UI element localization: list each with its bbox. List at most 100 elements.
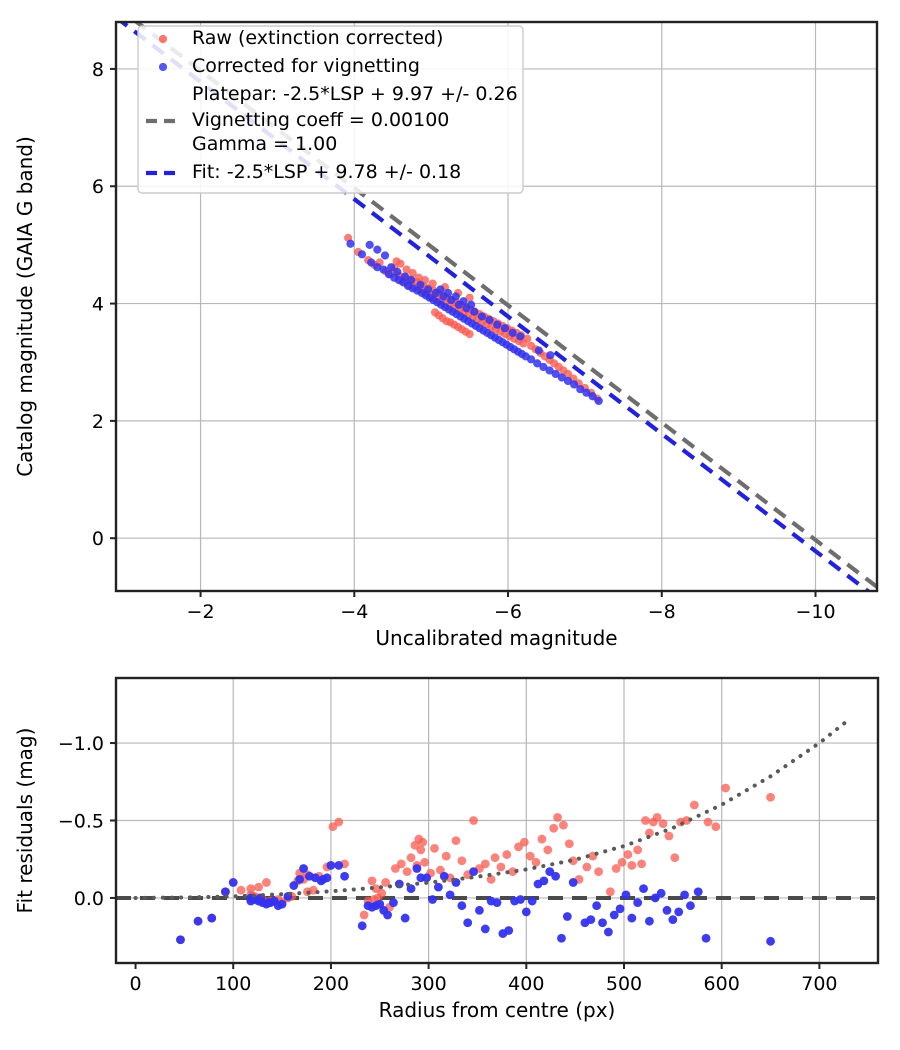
data-point (295, 874, 305, 884)
y-tick-label: 0.0 (74, 888, 104, 910)
data-point (391, 864, 400, 873)
x-tick-label: −6 (494, 601, 522, 623)
x-tick-label: 300 (410, 973, 446, 995)
data-point (480, 859, 490, 869)
data-point (367, 876, 377, 886)
data-point (383, 910, 392, 920)
panel-photometry: −2 −4 −6 −8 −10 0 2 4 6 8 Uncalibrated magnitude Ca… (13, 20, 879, 650)
data-point (686, 901, 695, 911)
panel-residuals: 0 100 200 300 400 500 600 700 0.0 −0.5 −1.0 Radius … (13, 676, 880, 1022)
data-point (465, 293, 474, 302)
legend-item-4: Gamma = 1.00 (192, 133, 337, 155)
data-point (605, 887, 615, 897)
data-point (588, 392, 597, 401)
data-point (633, 845, 643, 855)
data-point (594, 867, 603, 877)
y-tick-label: 6 (92, 176, 104, 198)
data-point (418, 837, 428, 847)
data-point (559, 820, 568, 830)
data-point (490, 853, 500, 863)
data-point (637, 859, 646, 869)
data-point (328, 822, 338, 832)
data-point (514, 842, 523, 852)
data-point (674, 907, 684, 917)
data-point (650, 893, 660, 903)
data-point (465, 329, 474, 339)
data-point (521, 907, 531, 917)
data-point (668, 915, 678, 925)
data-point (652, 813, 662, 822)
data-point (545, 366, 554, 375)
data-point (457, 901, 467, 911)
data-point (359, 910, 369, 920)
data-point (693, 887, 703, 897)
data-point (430, 843, 439, 853)
data-point (264, 898, 273, 907)
data-point (533, 359, 542, 368)
legend-item-5: Fit: -2.5*LSP + 9.78 +/- 0.18 (146, 161, 461, 183)
x-tick-label: −2 (187, 601, 215, 623)
data-point (641, 816, 650, 825)
data-point (568, 856, 578, 866)
data-point (603, 927, 613, 937)
data-point (543, 845, 553, 855)
data-point (254, 882, 264, 892)
data-point (396, 859, 406, 869)
bottom-panel-content (116, 717, 878, 946)
x-axis-label: Uncalibrated magnitude (375, 626, 617, 650)
data-point (387, 263, 396, 272)
data-point (568, 878, 578, 887)
x-tick-label: 700 (801, 973, 837, 995)
data-point (451, 292, 460, 301)
data-point (207, 913, 217, 923)
data-point (553, 813, 562, 822)
data-point (428, 895, 437, 904)
data-point (689, 800, 699, 810)
data-point (371, 884, 381, 894)
legend-marker-dot (158, 62, 168, 72)
data-point (486, 874, 496, 884)
data-point (766, 936, 775, 946)
y-tick-label: 0 (92, 528, 104, 550)
data-point (525, 851, 535, 861)
data-point (176, 935, 185, 945)
data-point (469, 816, 478, 825)
data-point (627, 861, 637, 870)
data-point (492, 898, 502, 907)
y-tick-label: −0.5 (58, 811, 104, 833)
data-point (357, 921, 367, 931)
data-point (586, 915, 596, 925)
data-point (441, 851, 451, 861)
data-point (508, 328, 517, 337)
data-point (422, 873, 432, 883)
data-point (662, 905, 672, 915)
residual-series-corrected (176, 861, 775, 946)
data-point (262, 878, 271, 887)
x-tick-label: 200 (313, 973, 349, 995)
data-point (534, 346, 543, 355)
x-tick-label: 600 (704, 973, 740, 995)
data-point (277, 899, 287, 909)
legend-item-3: Vignetting coeff = 0.00100 (146, 109, 449, 131)
data-point (433, 882, 443, 892)
data-point (470, 307, 479, 316)
data-point (193, 916, 203, 926)
data-point (373, 245, 382, 254)
legend-marker-dot (158, 34, 168, 44)
y-tick-label: −1.0 (58, 733, 104, 755)
vignetting-model-curve (133, 717, 851, 900)
data-point (246, 896, 256, 906)
data-point (381, 878, 391, 887)
data-point (557, 933, 566, 943)
y-tick-label: 2 (92, 411, 104, 433)
legend-item-0: Raw (extinction corrected) (158, 27, 443, 49)
data-point (406, 853, 416, 863)
data-point (246, 884, 256, 894)
data-point (563, 376, 573, 386)
data-point (334, 817, 344, 827)
data-point (493, 320, 502, 329)
data-point (701, 933, 711, 943)
data-point (326, 861, 336, 870)
data-point (502, 850, 512, 859)
legend-label: Fit: -2.5*LSP + 9.78 +/- 0.18 (192, 161, 461, 183)
